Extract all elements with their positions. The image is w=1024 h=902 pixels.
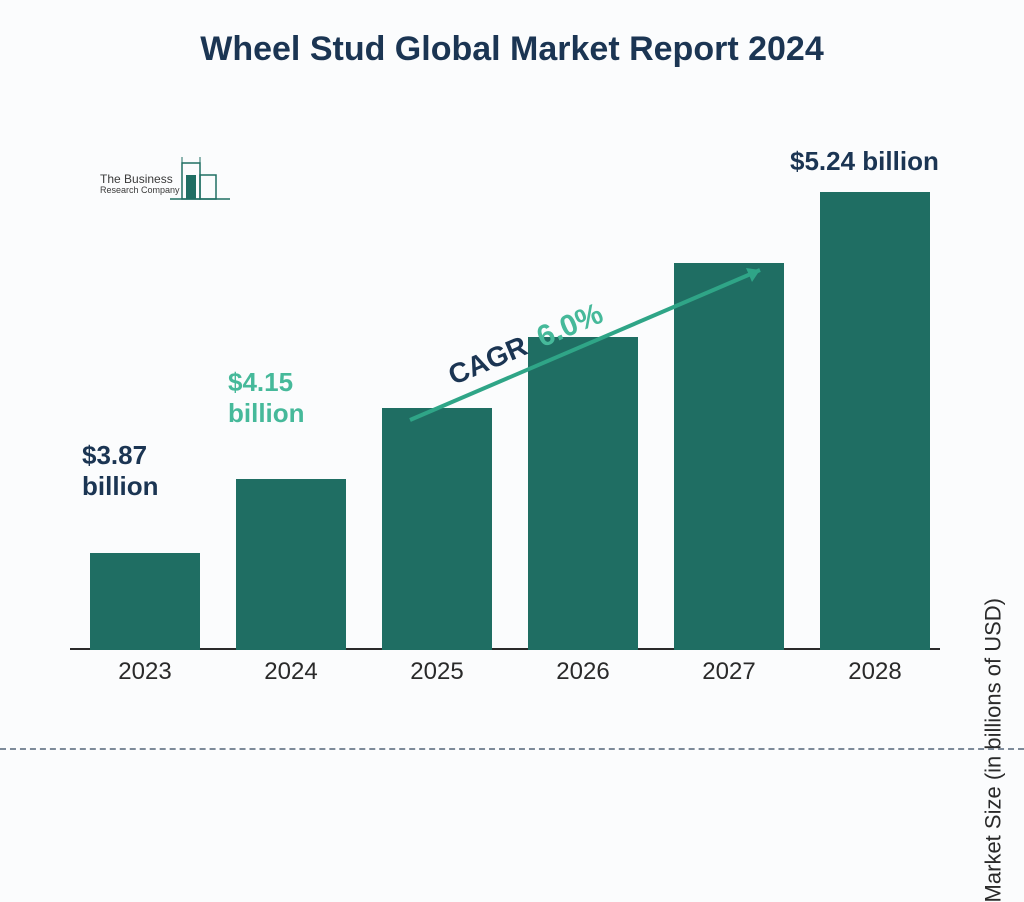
bar-2028: [820, 192, 930, 650]
x-tick-2028: 2028: [820, 658, 930, 686]
bar-2024: [236, 479, 346, 650]
chart-title: Wheel Stud Global Market Report 2024: [0, 30, 1024, 69]
cagr-annotation: CAGR 6.0%: [390, 250, 790, 450]
cagr-arrow-icon: [390, 250, 790, 450]
value-label-2028: $5.24 billion: [790, 146, 990, 177]
value-label-2024: $4.15billion: [228, 367, 358, 429]
footer-divider: [0, 748, 1024, 750]
x-tick-2023: 2023: [90, 658, 200, 686]
x-tick-2026: 2026: [528, 658, 638, 686]
x-tick-2027: 2027: [674, 658, 784, 686]
y-axis-label: Market Size (in billions of USD): [980, 598, 1006, 902]
x-tick-2024: 2024: [236, 658, 346, 686]
x-axis-line: [70, 648, 940, 650]
x-tick-2025: 2025: [382, 658, 492, 686]
bar-chart: $3.87billion$4.15billion$5.24 billion CA…: [70, 130, 940, 690]
bar-2023: [90, 553, 200, 650]
value-label-2023: $3.87billion: [82, 440, 212, 502]
